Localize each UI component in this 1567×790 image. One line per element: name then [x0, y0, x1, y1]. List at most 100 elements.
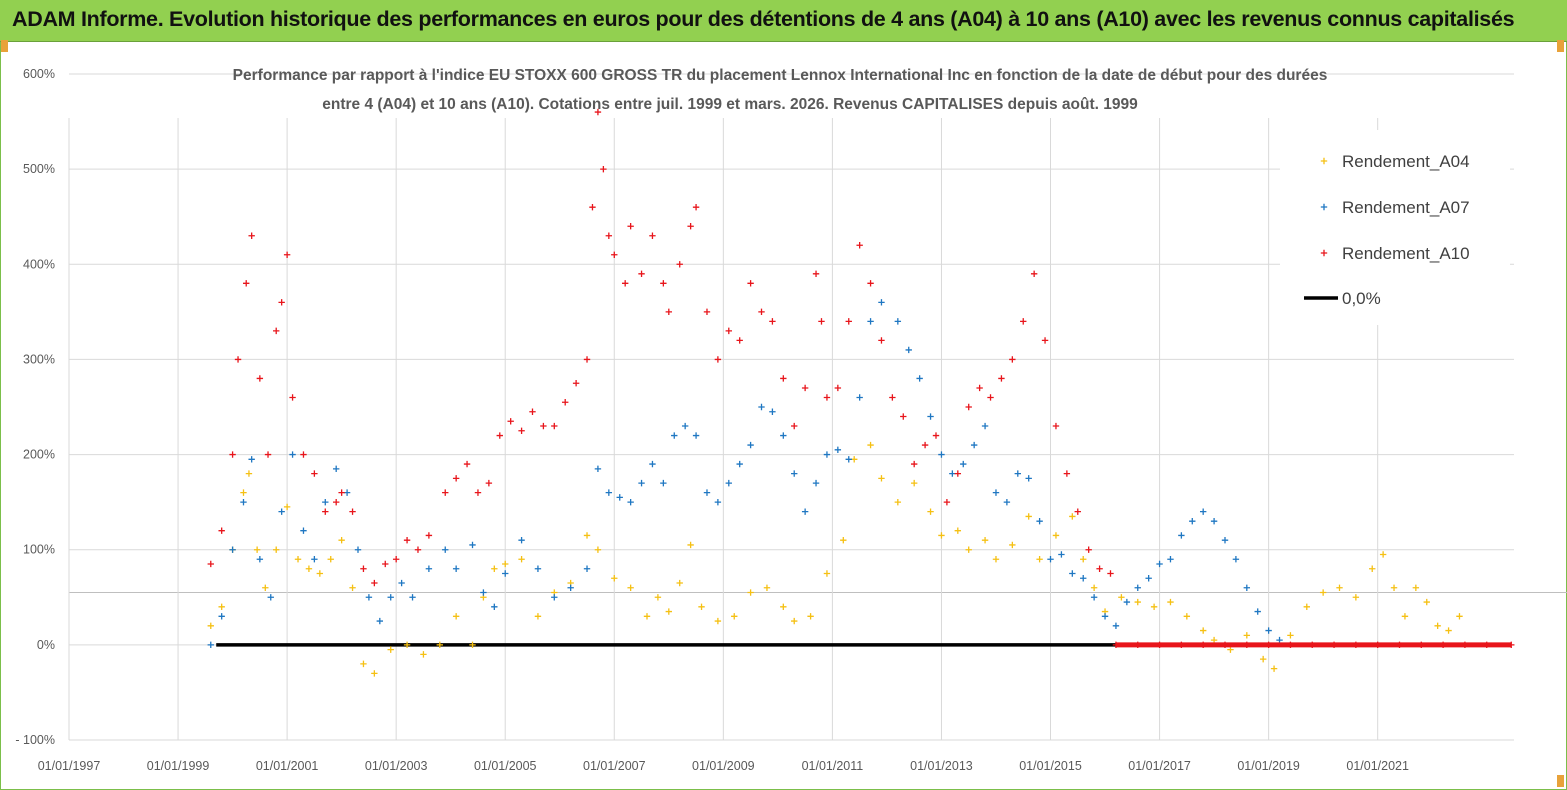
point-a10 — [289, 394, 296, 401]
point-a10 — [665, 308, 673, 316]
point-a07 — [758, 403, 765, 411]
point-a07 — [736, 460, 743, 468]
point-a10 — [932, 432, 940, 439]
point-a04 — [1036, 556, 1043, 563]
point-a04 — [491, 565, 498, 572]
point-a04 — [218, 603, 225, 610]
point-a07 — [256, 556, 264, 563]
point-a07 — [1003, 498, 1011, 506]
x-tick-label: 01/01/1999 — [147, 759, 210, 773]
point-a04 — [327, 556, 334, 563]
point-a07 — [551, 594, 558, 601]
point-a04 — [1150, 603, 1158, 610]
point-a07 — [343, 489, 351, 496]
point-a10 — [322, 508, 329, 515]
x-tick-label: 01/01/2019 — [1237, 759, 1300, 773]
point-a07 — [289, 451, 296, 458]
point-a10 — [529, 408, 536, 415]
point-a04 — [534, 613, 542, 620]
point-a04 — [910, 479, 918, 487]
point-a10 — [943, 498, 951, 506]
point-a10 — [1030, 270, 1038, 277]
point-a10 — [736, 337, 743, 344]
report-banner: ADAM Informe. Evolution historique des p… — [0, 0, 1567, 42]
point-a04 — [823, 570, 831, 577]
series-a07 — [207, 299, 1283, 649]
point-a04 — [894, 498, 902, 506]
point-a10 — [987, 394, 994, 401]
point-a07 — [1145, 575, 1152, 582]
point-a04 — [1025, 513, 1032, 520]
point-a10 — [572, 380, 580, 387]
point-a10 — [382, 560, 389, 568]
point-a10 — [611, 251, 618, 258]
point-a10 — [273, 327, 280, 335]
point-a10 — [812, 270, 820, 277]
point-a07 — [567, 584, 574, 591]
point-a07 — [616, 494, 623, 501]
point-a04 — [371, 670, 378, 677]
point-a07 — [970, 441, 978, 449]
corner-marker-right — [1557, 40, 1564, 52]
point-a07 — [354, 546, 362, 553]
point-a07 — [1058, 551, 1065, 558]
point-a10 — [507, 418, 514, 425]
point-a10 — [605, 232, 613, 239]
legend-label-a07: Rendement_A07 — [1342, 198, 1470, 217]
point-a04 — [965, 546, 972, 553]
point-a04 — [698, 603, 705, 610]
point-a10 — [496, 432, 503, 439]
point-a04 — [387, 646, 394, 653]
point-a07 — [240, 498, 247, 506]
point-a07 — [1069, 570, 1076, 577]
point-a07 — [605, 489, 613, 496]
point-a10 — [392, 556, 400, 563]
point-a10 — [218, 527, 225, 534]
point-a10 — [823, 394, 831, 401]
point-a10 — [234, 356, 242, 363]
point-a07 — [714, 498, 722, 506]
point-a04 — [436, 641, 443, 649]
point-a07 — [278, 508, 285, 515]
point-a04 — [763, 584, 771, 591]
y-tick-label: 500% — [23, 162, 55, 176]
point-a10 — [791, 422, 798, 430]
point-a07 — [491, 603, 498, 610]
point-a10 — [1041, 337, 1049, 344]
point-a04 — [1134, 598, 1141, 606]
chart-title-line-2: entre 4 (A04) et 10 ans (A10). Cotations… — [322, 96, 1138, 113]
x-tick-label: 01/01/2013 — [910, 759, 973, 773]
point-a04 — [1390, 584, 1398, 591]
point-a07 — [867, 318, 874, 325]
point-a10 — [1009, 356, 1016, 363]
point-a07 — [1047, 556, 1054, 563]
point-a04 — [1052, 532, 1060, 539]
point-a10 — [867, 280, 874, 287]
y-tick-label: 400% — [23, 257, 55, 271]
point-a04 — [594, 546, 602, 553]
point-a04 — [780, 603, 787, 610]
point-a07 — [218, 613, 225, 620]
point-a10 — [311, 470, 318, 477]
point-a07 — [583, 565, 591, 572]
point-a07 — [1112, 622, 1120, 630]
point-a10 — [540, 422, 547, 430]
point-a10 — [594, 108, 602, 116]
point-a10 — [243, 280, 250, 287]
series-a04 — [207, 441, 1463, 677]
point-a04 — [1210, 636, 1218, 644]
y-tick-label: 200% — [23, 448, 55, 462]
point-a04 — [1259, 655, 1267, 663]
point-a07 — [1210, 517, 1218, 525]
point-a04 — [1456, 613, 1463, 620]
point-a04 — [1270, 665, 1278, 672]
point-a04 — [360, 660, 367, 668]
point-a04 — [981, 537, 989, 544]
point-a04 — [1379, 551, 1387, 558]
point-a04 — [840, 537, 847, 544]
point-a10 — [425, 532, 433, 539]
point-a07 — [992, 489, 1000, 496]
point-a07 — [834, 446, 842, 454]
point-a10 — [1052, 422, 1060, 430]
